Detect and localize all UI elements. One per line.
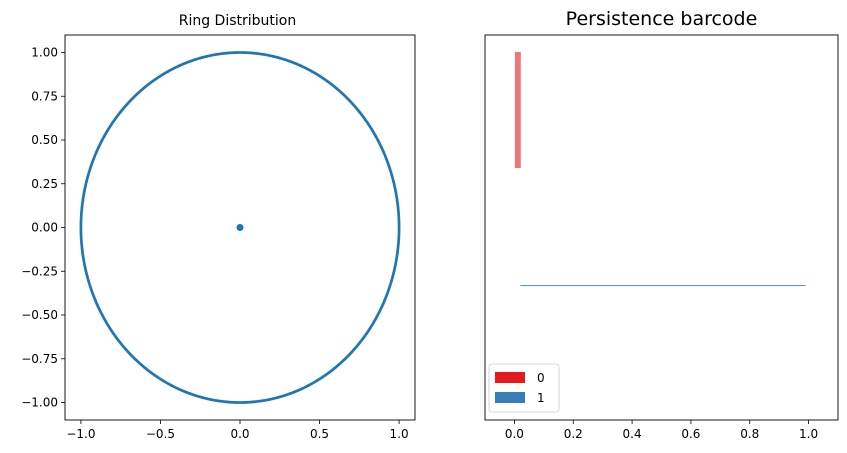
x-tick-label: −0.5 bbox=[146, 427, 175, 441]
x-tick-label: 0.6 bbox=[681, 427, 700, 441]
x-tick-label: 0.2 bbox=[564, 427, 583, 441]
y-tick-label: −0.25 bbox=[21, 264, 58, 278]
x-tick-label: 0.0 bbox=[505, 427, 524, 441]
ring-axes: Ring Distribution −1.0 −0.5 0.0 0.5 1.0 1.00 0… bbox=[21, 13, 416, 442]
barcode-axes: Persistence barcode 0.0 0.2 0.4 0.6 0.8 1.0 0… bbox=[484, 8, 839, 441]
y-tick-label: 0.50 bbox=[31, 133, 58, 147]
legend-box bbox=[488, 363, 560, 413]
ring-ticks: −1.0 −0.5 0.0 0.5 1.0 1.00 0.75 0.50 0.25 0.00 −0.… bbox=[21, 46, 408, 442]
y-tick-label: −0.75 bbox=[21, 352, 58, 366]
y-tick-label: 0.00 bbox=[31, 221, 58, 235]
ring-axes-frame bbox=[64, 34, 416, 421]
x-tick-label: 1.0 bbox=[390, 427, 409, 441]
center-point bbox=[236, 224, 244, 231]
y-tick-label: 0.25 bbox=[31, 177, 58, 191]
barcode-bars bbox=[514, 52, 806, 287]
ring-scatter-points bbox=[79, 51, 401, 404]
y-tick-label: −0.50 bbox=[21, 308, 58, 322]
barcode-ticks: 0.0 0.2 0.4 0.6 0.8 1.0 bbox=[505, 420, 818, 441]
y-tick-label: 0.75 bbox=[31, 89, 58, 103]
legend-label: 1 bbox=[537, 391, 545, 405]
ring-point bbox=[397, 227, 401, 231]
barcode-axes-frame bbox=[484, 34, 839, 421]
x-tick-label: 0.5 bbox=[310, 427, 329, 441]
barcode-legend: 01 bbox=[488, 363, 560, 413]
barcode-bar-dim1 bbox=[520, 285, 806, 287]
y-tick-label: −1.00 bbox=[21, 396, 58, 410]
x-tick-label: 0.4 bbox=[623, 427, 642, 441]
legend-swatch bbox=[495, 372, 525, 383]
ring-chart-title: Ring Distribution bbox=[179, 13, 297, 29]
y-tick-label: 1.00 bbox=[31, 46, 58, 60]
barcode-chart-title: Persistence barcode bbox=[566, 8, 758, 30]
x-tick-label: 0.0 bbox=[230, 427, 249, 441]
x-tick-label: 1.0 bbox=[799, 427, 818, 441]
x-tick-label: −1.0 bbox=[66, 427, 95, 441]
legend-swatch bbox=[495, 392, 525, 403]
barcode-bar-dim0 bbox=[514, 52, 521, 168]
legend-label: 0 bbox=[537, 371, 545, 385]
x-tick-label: 0.8 bbox=[740, 427, 759, 441]
